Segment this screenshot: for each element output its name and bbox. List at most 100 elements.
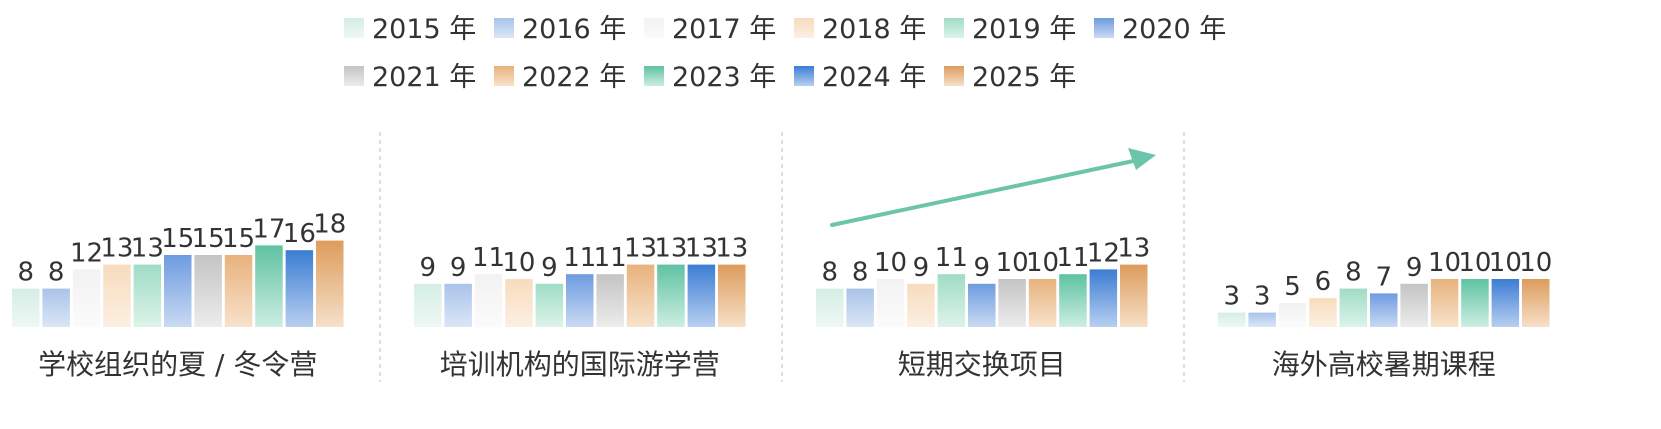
legend-label: 2022 年	[522, 62, 626, 93]
bar	[626, 264, 655, 327]
legend-item: 2021 年	[344, 62, 476, 93]
legend-swatch	[794, 18, 814, 38]
data-label: 10	[1519, 248, 1552, 278]
data-label: 11	[563, 243, 596, 273]
data-label: 5	[1284, 272, 1301, 302]
data-label: 10	[1458, 248, 1491, 278]
data-label: 8	[17, 258, 34, 288]
data-label: 10	[1489, 248, 1522, 278]
bar	[1491, 279, 1520, 327]
legend: 2015 年 2016 年 2017 年 2018 年 2019 年 2020 年 2021…	[344, 14, 1226, 93]
bar	[1028, 279, 1057, 327]
data-label: 18	[313, 210, 346, 240]
bar	[505, 279, 533, 327]
data-label: 9	[450, 253, 467, 283]
legend-item: 2018 年	[794, 14, 926, 45]
legend-item: 2019 年	[944, 14, 1076, 45]
legend-label: 2021 年	[372, 62, 476, 93]
bar	[937, 274, 966, 327]
bar	[1278, 303, 1307, 327]
legend-label: 2016 年	[522, 14, 626, 45]
bar	[1089, 269, 1118, 327]
bar	[718, 264, 746, 327]
data-label: 9	[1406, 253, 1423, 283]
bar	[194, 255, 222, 327]
legend-swatch	[644, 18, 664, 38]
bar	[687, 264, 716, 327]
bar	[474, 274, 503, 327]
data-label: 9	[541, 253, 558, 283]
group-label: 培训机构的国际游学营	[440, 348, 720, 381]
data-label: 11	[1056, 243, 1089, 273]
data-label: 13	[1117, 234, 1150, 264]
legend-item: 2023 年	[644, 62, 776, 93]
bar	[998, 279, 1026, 327]
bar	[255, 245, 283, 327]
group-labels: 学校组织的夏 / 冬令营 培训机构的国际游学营 短期交换项目 海外高校暑期课程	[38, 348, 1496, 381]
bar	[535, 283, 564, 327]
data-label: 11	[935, 243, 968, 273]
bar	[103, 264, 131, 327]
data-label: 6	[1315, 267, 1332, 297]
data-label: 7	[1375, 262, 1392, 292]
legend-item: 2024 年	[794, 62, 926, 93]
bar	[42, 288, 70, 327]
data-label: 12	[1087, 238, 1120, 268]
legend-item: 2016 年	[494, 14, 626, 45]
trend-arrow-line	[830, 158, 1140, 227]
legend-swatch	[494, 18, 514, 38]
legend-swatch	[494, 66, 514, 86]
data-label: 3	[1223, 282, 1240, 312]
group-separators	[379, 132, 1185, 382]
bar	[1370, 293, 1398, 327]
bars	[12, 240, 1550, 327]
legend-item: 2017 年	[644, 14, 776, 45]
bar	[876, 279, 905, 327]
bar	[12, 288, 40, 327]
data-label: 11	[594, 243, 627, 273]
data-label: 12	[70, 238, 103, 268]
bar	[1120, 264, 1148, 327]
data-label: 15	[192, 224, 225, 254]
bar	[224, 255, 253, 327]
data-label: 8	[48, 258, 65, 288]
legend-swatch	[794, 66, 814, 86]
data-label: 10	[1428, 248, 1461, 278]
data-label: 9	[913, 253, 930, 283]
data-label: 8	[852, 258, 869, 288]
legend-label: 2018 年	[822, 14, 926, 45]
group-label: 短期交换项目	[898, 348, 1066, 381]
bar	[1461, 279, 1489, 327]
trend-arrow-head	[1128, 148, 1156, 170]
bar	[72, 269, 101, 327]
bar	[316, 240, 344, 327]
legend-label: 2020 年	[1122, 14, 1226, 45]
data-label: 13	[131, 234, 164, 264]
legend-item: 2022 年	[494, 62, 626, 93]
bar	[1248, 312, 1276, 327]
data-label: 8	[821, 258, 838, 288]
legend-item: 2015 年	[344, 14, 476, 45]
bar	[968, 283, 996, 327]
data-label: 15	[161, 224, 194, 254]
legend-label: 2017 年	[672, 14, 776, 45]
bar	[1400, 283, 1428, 327]
data-label: 13	[685, 234, 718, 264]
legend-label: 2023 年	[672, 62, 776, 93]
legend-swatch	[344, 18, 364, 38]
bar	[566, 274, 594, 327]
bar	[907, 283, 935, 327]
bar	[657, 264, 685, 327]
legend-swatch	[644, 66, 664, 86]
bar	[1059, 274, 1087, 327]
group-label: 海外高校暑期课程	[1272, 348, 1496, 381]
legend-label: 2015 年	[372, 14, 476, 45]
bar	[846, 288, 874, 327]
data-label: 13	[624, 234, 657, 264]
annotations	[830, 148, 1156, 227]
legend-item: 2020 年	[1094, 14, 1226, 45]
data-label: 3	[1254, 282, 1271, 312]
bar	[596, 274, 624, 327]
